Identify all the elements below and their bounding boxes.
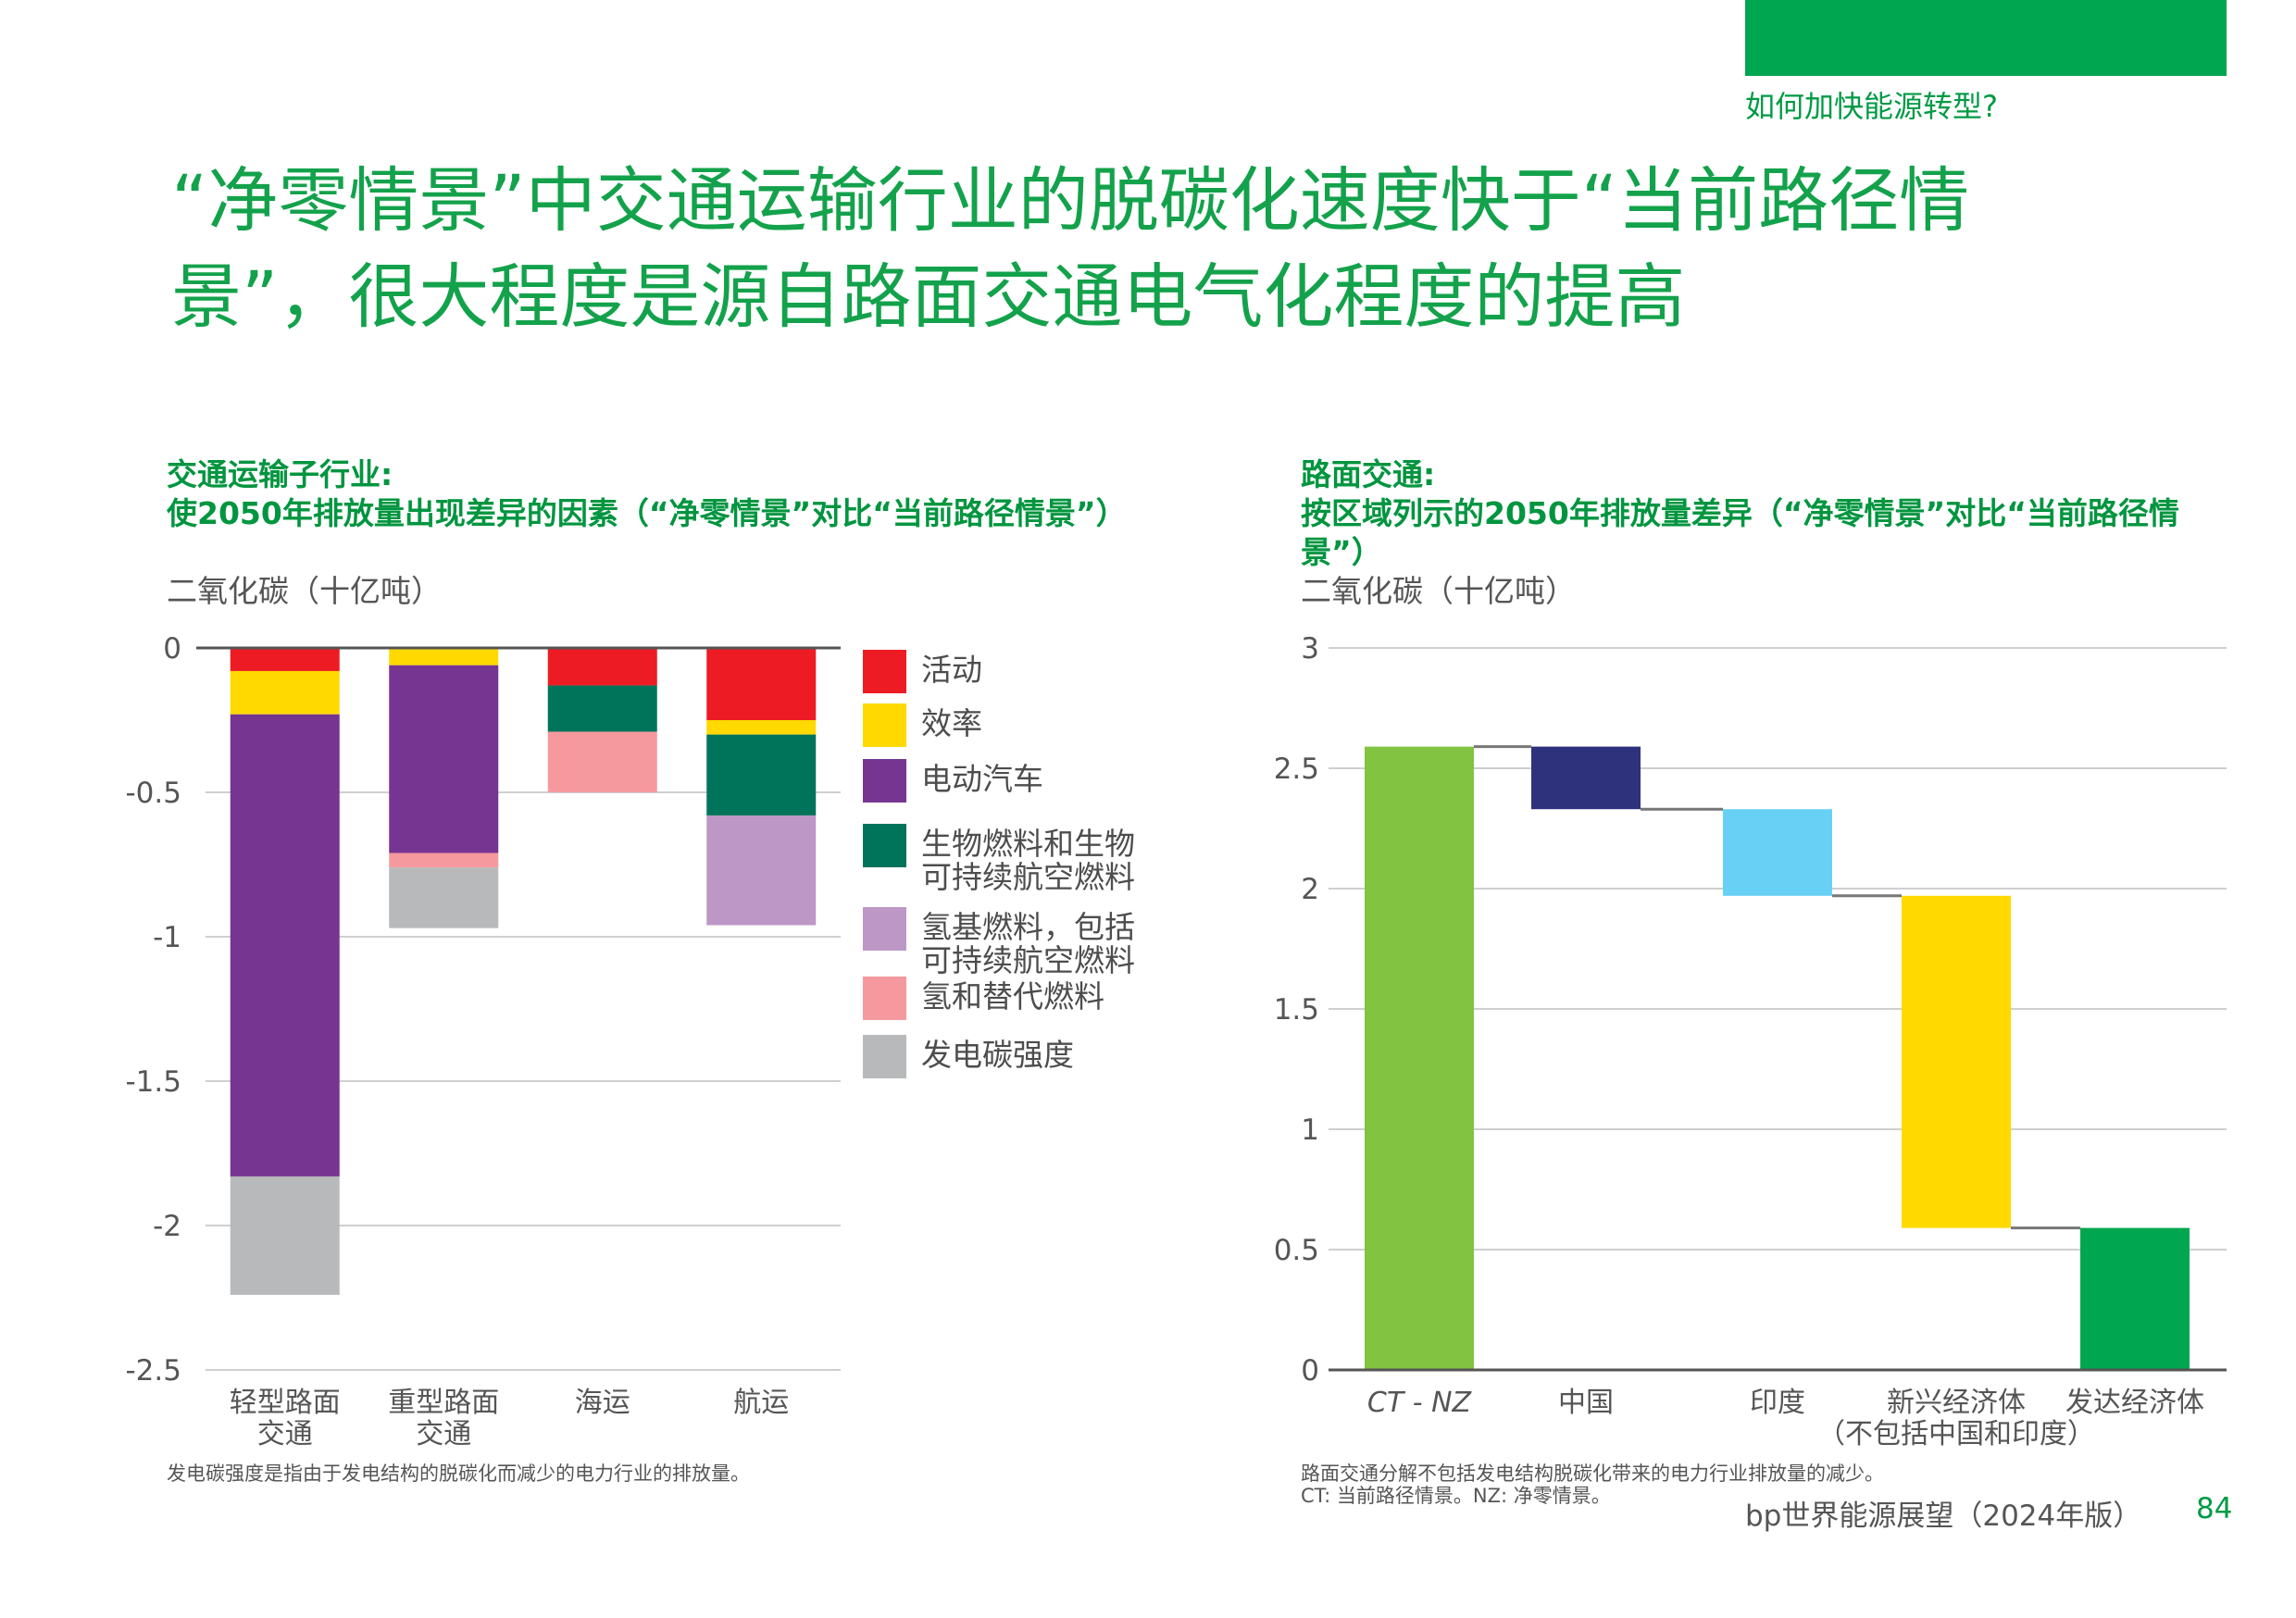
left-bar-segment [389,867,499,928]
page-title-line-2: 景”，很大程度是源自路面交通电气化程度的提高 [171,255,1686,338]
legend-label: 电动汽车 [921,761,1043,797]
right-x-category-label: 印度 [1750,1387,1805,1419]
right-chart-footnote: 路面交通分解不包括发电结构脱碳化带来的电力行业排放量的减少。 CT: 当前路径情… [1301,1462,1884,1507]
left-x-category-label: 交通 [416,1418,471,1450]
left-y-tick-label: -0.5 [126,777,182,810]
left-bar-segment [389,853,499,868]
section-banner [1745,0,2227,76]
left-chart-title: 交通运输子行业: 使2050年排放量出现差异的因素（“净零情景”对比“当前路径情… [167,455,1127,533]
left-bar-segment [706,734,817,815]
section-label: 如何加快能源转型? [1745,89,1998,124]
legend-swatch [863,650,906,693]
left-bar-segment [389,648,499,666]
right-x-category-label: （不包括中国和印度） [1817,1418,2095,1450]
left-y-tick-label: -2 [153,1210,181,1243]
right-chart-title: 路面交通: 按区域列示的2050年排放量差异（“净零情景”对比“当前路径情 景”… [1301,455,2179,572]
legend-swatch [863,1035,906,1078]
right-chart-x-labels: CT - NZ 中国 印度 新兴经济体（不包括中国和印度）发达经济体 [1367,1387,2204,1450]
legend-swatch [863,824,906,867]
legend-item: 活动 [863,650,982,693]
left-chart-footnote: 发电碳强度是指由于发电结构的脱碳化而减少的电力行业的排放量。 [167,1462,750,1485]
left-chart-unit-label: 二氧化碳（十亿吨） [167,573,442,609]
right-x-category-label: 新兴经济体 [1887,1387,2026,1419]
publication-footer: bp世界能源展望（2024年版） [1745,1500,2142,1533]
right-y-tick-label: 0 [1301,1354,1319,1388]
left-x-category-label: 航运 [733,1387,789,1419]
waterfall-bar [2080,1227,2190,1370]
left-chart-title-line-2: 使2050年排放量出现差异的因素（“净零情景”对比“当前路径情景”） [167,495,1127,531]
right-chart-title-line-3: 景”） [1301,534,1382,570]
left-bar-segment [389,665,499,853]
right-chart-y-ticks: 0 0.5 1 1.5 2 2.5 3 [1274,632,1319,1388]
right-y-tick-label: 0.5 [1274,1234,1319,1267]
legend-label: 生物燃料和生物 可持续航空燃料 [921,826,1135,895]
legend-item: 氢和替代燃料 [863,977,1104,1020]
right-y-tick-label: 1.5 [1274,993,1319,1027]
left-bar-segment [547,731,657,792]
right-chart-title-line-2: 按区域列示的2050年排放量差异（“净零情景”对比“当前路径情 [1301,495,2179,531]
left-chart-title-line-1: 交通运输子行业: [167,456,393,492]
left-bar-segment [230,714,340,1176]
right-x-category-label: CT - NZ [1367,1387,1473,1419]
left-y-tick-label: -1.5 [126,1065,182,1099]
left-y-tick-label: -2.5 [126,1354,182,1388]
right-x-category-label: 发达经济体 [2065,1387,2204,1419]
right-y-tick-label: 2 [1301,873,1319,906]
legend-item: 氢基燃料，包括 可持续航空燃料 [863,907,1135,977]
right-chart-gridlines [1329,647,2227,1251]
right-y-tick-label: 3 [1301,632,1319,666]
legend-swatch [863,977,906,1020]
left-x-category-label: 交通 [257,1418,313,1450]
left-chart-y-ticks: 0 -0.5 -1 -1.5 -2 -2.5 [126,632,182,1388]
right-y-tick-label: 1 [1301,1114,1319,1147]
page-title: “净零情景”中交通运输行业的脱碳化速度快于“当前路径情 景”，很大程度是源自路面… [171,153,2208,345]
left-x-category-label: 轻型路面 [230,1387,341,1419]
legend-label: 氢和替代燃料 [921,978,1104,1014]
left-bar-segment [230,670,340,715]
legend-swatch [863,759,906,803]
left-bar-segment [706,815,817,926]
left-bar-segment [547,685,657,732]
left-bar-segment [547,648,657,686]
legend-item: 效率 [863,703,982,747]
legend-label: 发电碳强度 [921,1037,1074,1073]
legend-item: 电动汽车 [863,759,1043,803]
left-x-category-label: 重型路面 [388,1387,499,1419]
left-y-tick-label: -1 [153,921,181,954]
legend-label: 氢基燃料，包括 可持续航空燃料 [921,909,1135,978]
left-bar-segment [706,720,817,735]
legend-swatch [863,703,906,747]
right-chart-unit-label: 二氧化碳（十亿吨） [1301,573,1576,609]
legend-swatch [863,907,906,951]
page-number: 84 [2196,1492,2233,1525]
waterfall-bar [1723,809,1832,896]
left-y-tick-label: 0 [163,632,181,666]
right-x-category-label: 中国 [1558,1387,1614,1419]
legend-item: 生物燃料和生物 可持续航空燃料 [863,824,1135,894]
left-bar-segment [230,1176,340,1295]
legend-label: 活动 [921,652,982,688]
waterfall-bar [1365,746,1474,1370]
left-chart-bars [196,646,841,1295]
right-chart-footnote-line-1: 路面交通分解不包括发电结构脱碳化带来的电力行业排放量的减少。 [1301,1462,1884,1485]
left-bar-segment [706,648,817,720]
legend-item: 发电碳强度 [863,1035,1074,1078]
left-bar-segment [230,648,340,671]
waterfall-bar [1902,895,2011,1228]
left-x-category-label: 海运 [575,1387,630,1419]
waterfall-bar [1531,746,1641,810]
legend-label: 效率 [921,705,982,741]
page-title-line-1: “净零情景”中交通运输行业的脱碳化速度快于“当前路径情 [171,159,1970,242]
right-chart-title-line-1: 路面交通: [1301,456,1436,492]
right-chart-footnote-line-2: CT: 当前路径情景。NZ: 净零情景。 [1301,1485,1611,1507]
right-y-tick-label: 2.5 [1274,753,1319,786]
right-chart-bars [1329,745,2227,1372]
